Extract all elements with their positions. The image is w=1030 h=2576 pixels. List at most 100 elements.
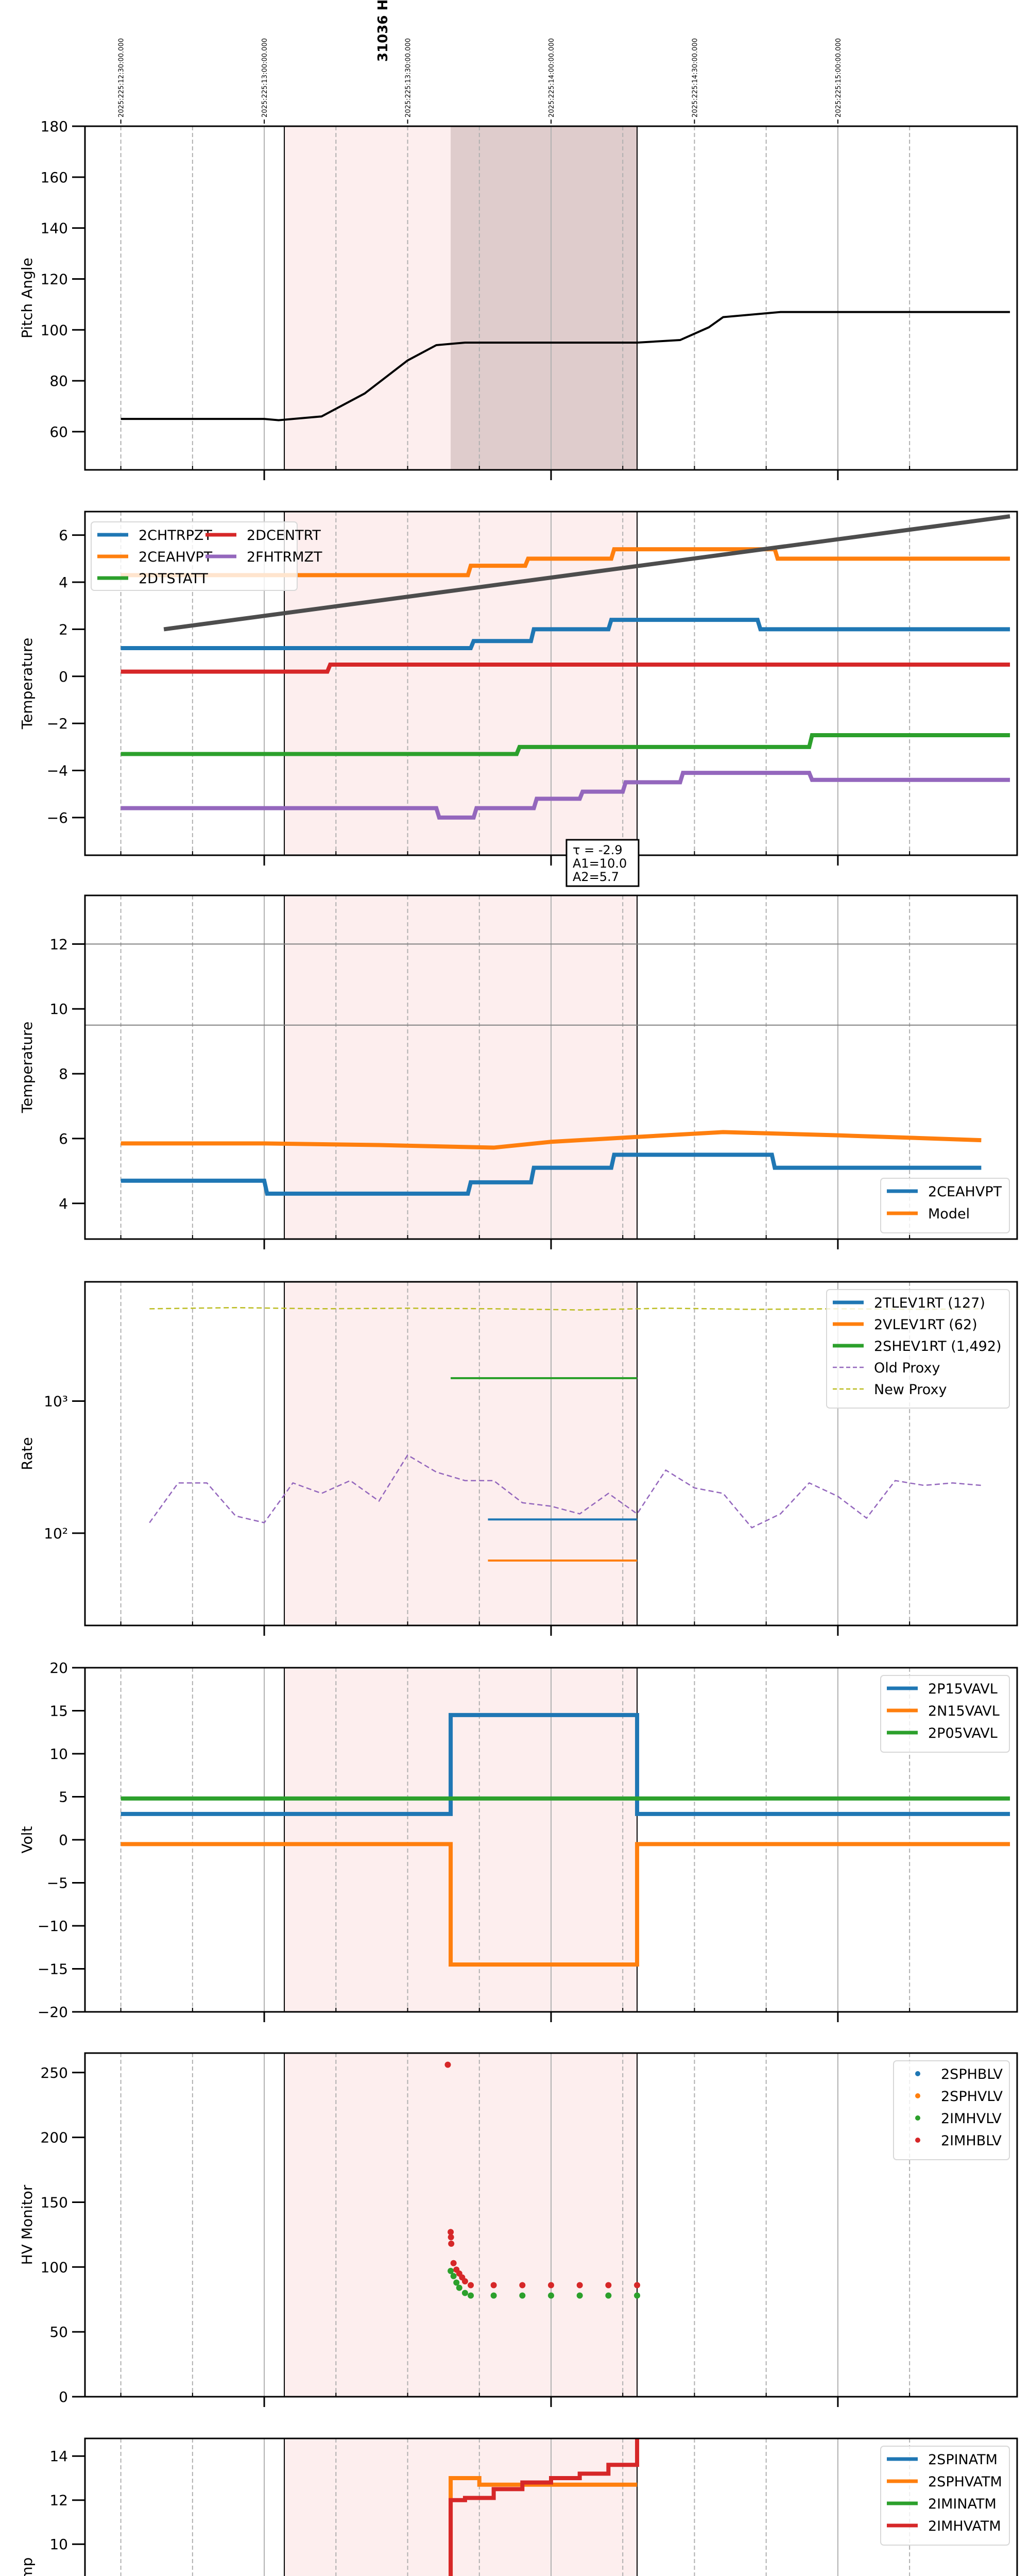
panel-rate: 10² 10³ Rate 2TLEV1RT (127) 2VLEV1RT (62) 2SH… — [19, 1281, 1018, 1636]
legend-label: 2DTSTATT — [139, 571, 208, 587]
data-point-2IMHBLV — [468, 2282, 474, 2289]
legend-label: 2SPHBLV — [941, 2066, 1003, 2082]
y-tick-label: 150 — [41, 2194, 68, 2211]
legend-marker — [915, 2071, 920, 2076]
data-point-2IMHBLV — [605, 2282, 612, 2289]
y-tick-label: 10² — [44, 1525, 68, 1542]
annotation-line: A2=5.7 — [573, 870, 619, 884]
data-point-2IMHBLV — [444, 2061, 451, 2068]
y-axis-label: Rate — [19, 1437, 36, 1470]
panel-detector_temp: 02468101214Detector Temp2SPINATM2SPHVATM… — [19, 2437, 1018, 2576]
series-2FHTRMZT — [121, 771, 1010, 820]
y-tick-label: 100 — [41, 321, 68, 338]
series-Model — [121, 1130, 982, 1150]
legend: 2CHTRPZT 2CEAHVPT 2DTSTATT 2DCENTRT 2FHTRMZT — [91, 521, 322, 591]
y-tick-label: 15 — [49, 1703, 68, 1720]
legend-label: 2CEAHVPT — [139, 549, 213, 565]
observation-shade — [284, 1282, 638, 1625]
series-2CHTRPZT — [121, 618, 1010, 650]
y-tick-label: 14 — [49, 2448, 68, 2465]
y-tick-label: 60 — [49, 423, 68, 440]
data-point-2IMHBLV — [634, 2282, 641, 2289]
y-axis-label: Detector Temp — [19, 2557, 36, 2576]
legend-label: 2IMHVATM — [928, 2518, 1001, 2534]
legend-label: 2P15VAVL — [928, 1681, 998, 1697]
legend-marker — [915, 2093, 920, 2098]
legend-label: 2IMINATM — [928, 2496, 997, 2512]
observation-shade — [284, 1668, 638, 2012]
y-axis-label: Temperature — [19, 638, 36, 730]
y-tick-label: 6 — [59, 1130, 68, 1147]
y-tick-label: 10 — [49, 2536, 68, 2553]
y-axis-label: HV Monitor — [19, 2184, 36, 2265]
legend-box — [880, 2446, 1010, 2546]
legend-label: 2SPINATM — [928, 2452, 998, 2468]
legend-label: 2SPHVATM — [928, 2474, 1002, 2490]
data-point-2IMHBLV — [450, 2260, 457, 2266]
y-tick-label: 20 — [49, 1659, 68, 1676]
data-point-2IMHVLV — [448, 2267, 454, 2274]
legend-box — [91, 521, 298, 591]
series-fit — [163, 514, 1010, 632]
top-time-labels: 2025:225:12:30:00.000 2025:225:13:00:00.0… — [118, 38, 843, 124]
series-2N15VAVL — [121, 1842, 1010, 1967]
y-axis-label: Pitch Angle — [19, 258, 36, 338]
y-tick-label: −15 — [38, 1961, 68, 1978]
y-tick-label: 10³ — [44, 1393, 68, 1410]
y-tick-label: −6 — [47, 809, 68, 826]
data-point-2IMHVLV — [453, 2279, 460, 2286]
y-tick-label: 80 — [49, 372, 68, 389]
figure-title: 31036 HRC-I — [375, 0, 391, 62]
annotation-line: A1=10.0 — [573, 856, 627, 871]
observation-shade — [284, 895, 638, 1239]
legend-box — [826, 1289, 1010, 1409]
data-point-2IMHVLV — [490, 2292, 497, 2299]
observation-shade — [284, 512, 638, 855]
y-tick-label: 2 — [59, 621, 68, 638]
data-point-2IMHVLV — [576, 2292, 583, 2299]
y-tick-label: −2 — [47, 715, 68, 732]
series-Pitch — [121, 311, 1010, 421]
series-Old Proxy — [149, 1454, 982, 1529]
data-point-2IMHVLV — [605, 2292, 612, 2299]
legend-label: 2FHTRMZT — [247, 549, 322, 565]
data-point-2IMHVLV — [634, 2292, 641, 2299]
y-tick-label: 12 — [49, 2492, 68, 2509]
top-time-label: 2025:225:13:30:00.000 — [405, 38, 413, 117]
legend-label: Model — [928, 1206, 970, 1222]
legend-label: 2DCENTRT — [247, 528, 321, 544]
y-tick-label: 0 — [59, 668, 68, 685]
data-point-2IMHBLV — [448, 2229, 454, 2235]
data-point-2IMHVLV — [450, 2273, 457, 2279]
legend-label: 2VLEV1RT (62) — [874, 1317, 977, 1333]
y-tick-label: 100 — [41, 2259, 68, 2276]
top-time-label: 2025:225:15:00:00.000 — [835, 38, 843, 117]
series-2DTSTATT — [121, 733, 1010, 756]
series-2CEAHVPT — [121, 1153, 982, 1196]
legend: 2CEAHVPT Model — [880, 1178, 1010, 1233]
top-time-label: 2025:225:14:00:00.000 — [548, 38, 556, 117]
y-axis-label: Temperature — [19, 1022, 36, 1113]
data-point-2IMHVLV — [519, 2292, 526, 2299]
series-2CEAHVPT — [121, 547, 1010, 578]
legend: 2P15VAVL 2N15VAVL 2P05VAVL — [880, 1675, 1010, 1753]
legend-label: Old Proxy — [874, 1360, 940, 1376]
data-point-2IMHBLV — [519, 2282, 526, 2289]
y-tick-label: 0 — [59, 1832, 68, 1849]
y-tick-label: 140 — [41, 220, 68, 237]
legend-label: 2SPHVLV — [941, 2089, 1003, 2105]
top-time-label: 2025:225:13:00:00.000 — [261, 38, 269, 117]
dark-span — [451, 126, 638, 470]
legend-box — [893, 2060, 1010, 2160]
y-tick-label: 50 — [49, 2324, 68, 2341]
data-point-2IMHVLV — [468, 2292, 474, 2299]
data-point-2IMHBLV — [461, 2278, 468, 2284]
y-axis-label: Volt — [19, 1826, 36, 1854]
y-tick-label: 8 — [59, 1065, 68, 1082]
y-tick-label: −5 — [47, 1875, 68, 1892]
panel-temperature: −6 −4 −2 0 2 4 6 Temperature 2CHTRPZT 2CEAHVPT 2DT… — [19, 511, 1018, 887]
top-time-label: 2025:225:14:30:00.000 — [691, 38, 699, 117]
data-point-2IMHBLV — [576, 2282, 583, 2289]
y-tick-label: 5 — [59, 1789, 68, 1806]
